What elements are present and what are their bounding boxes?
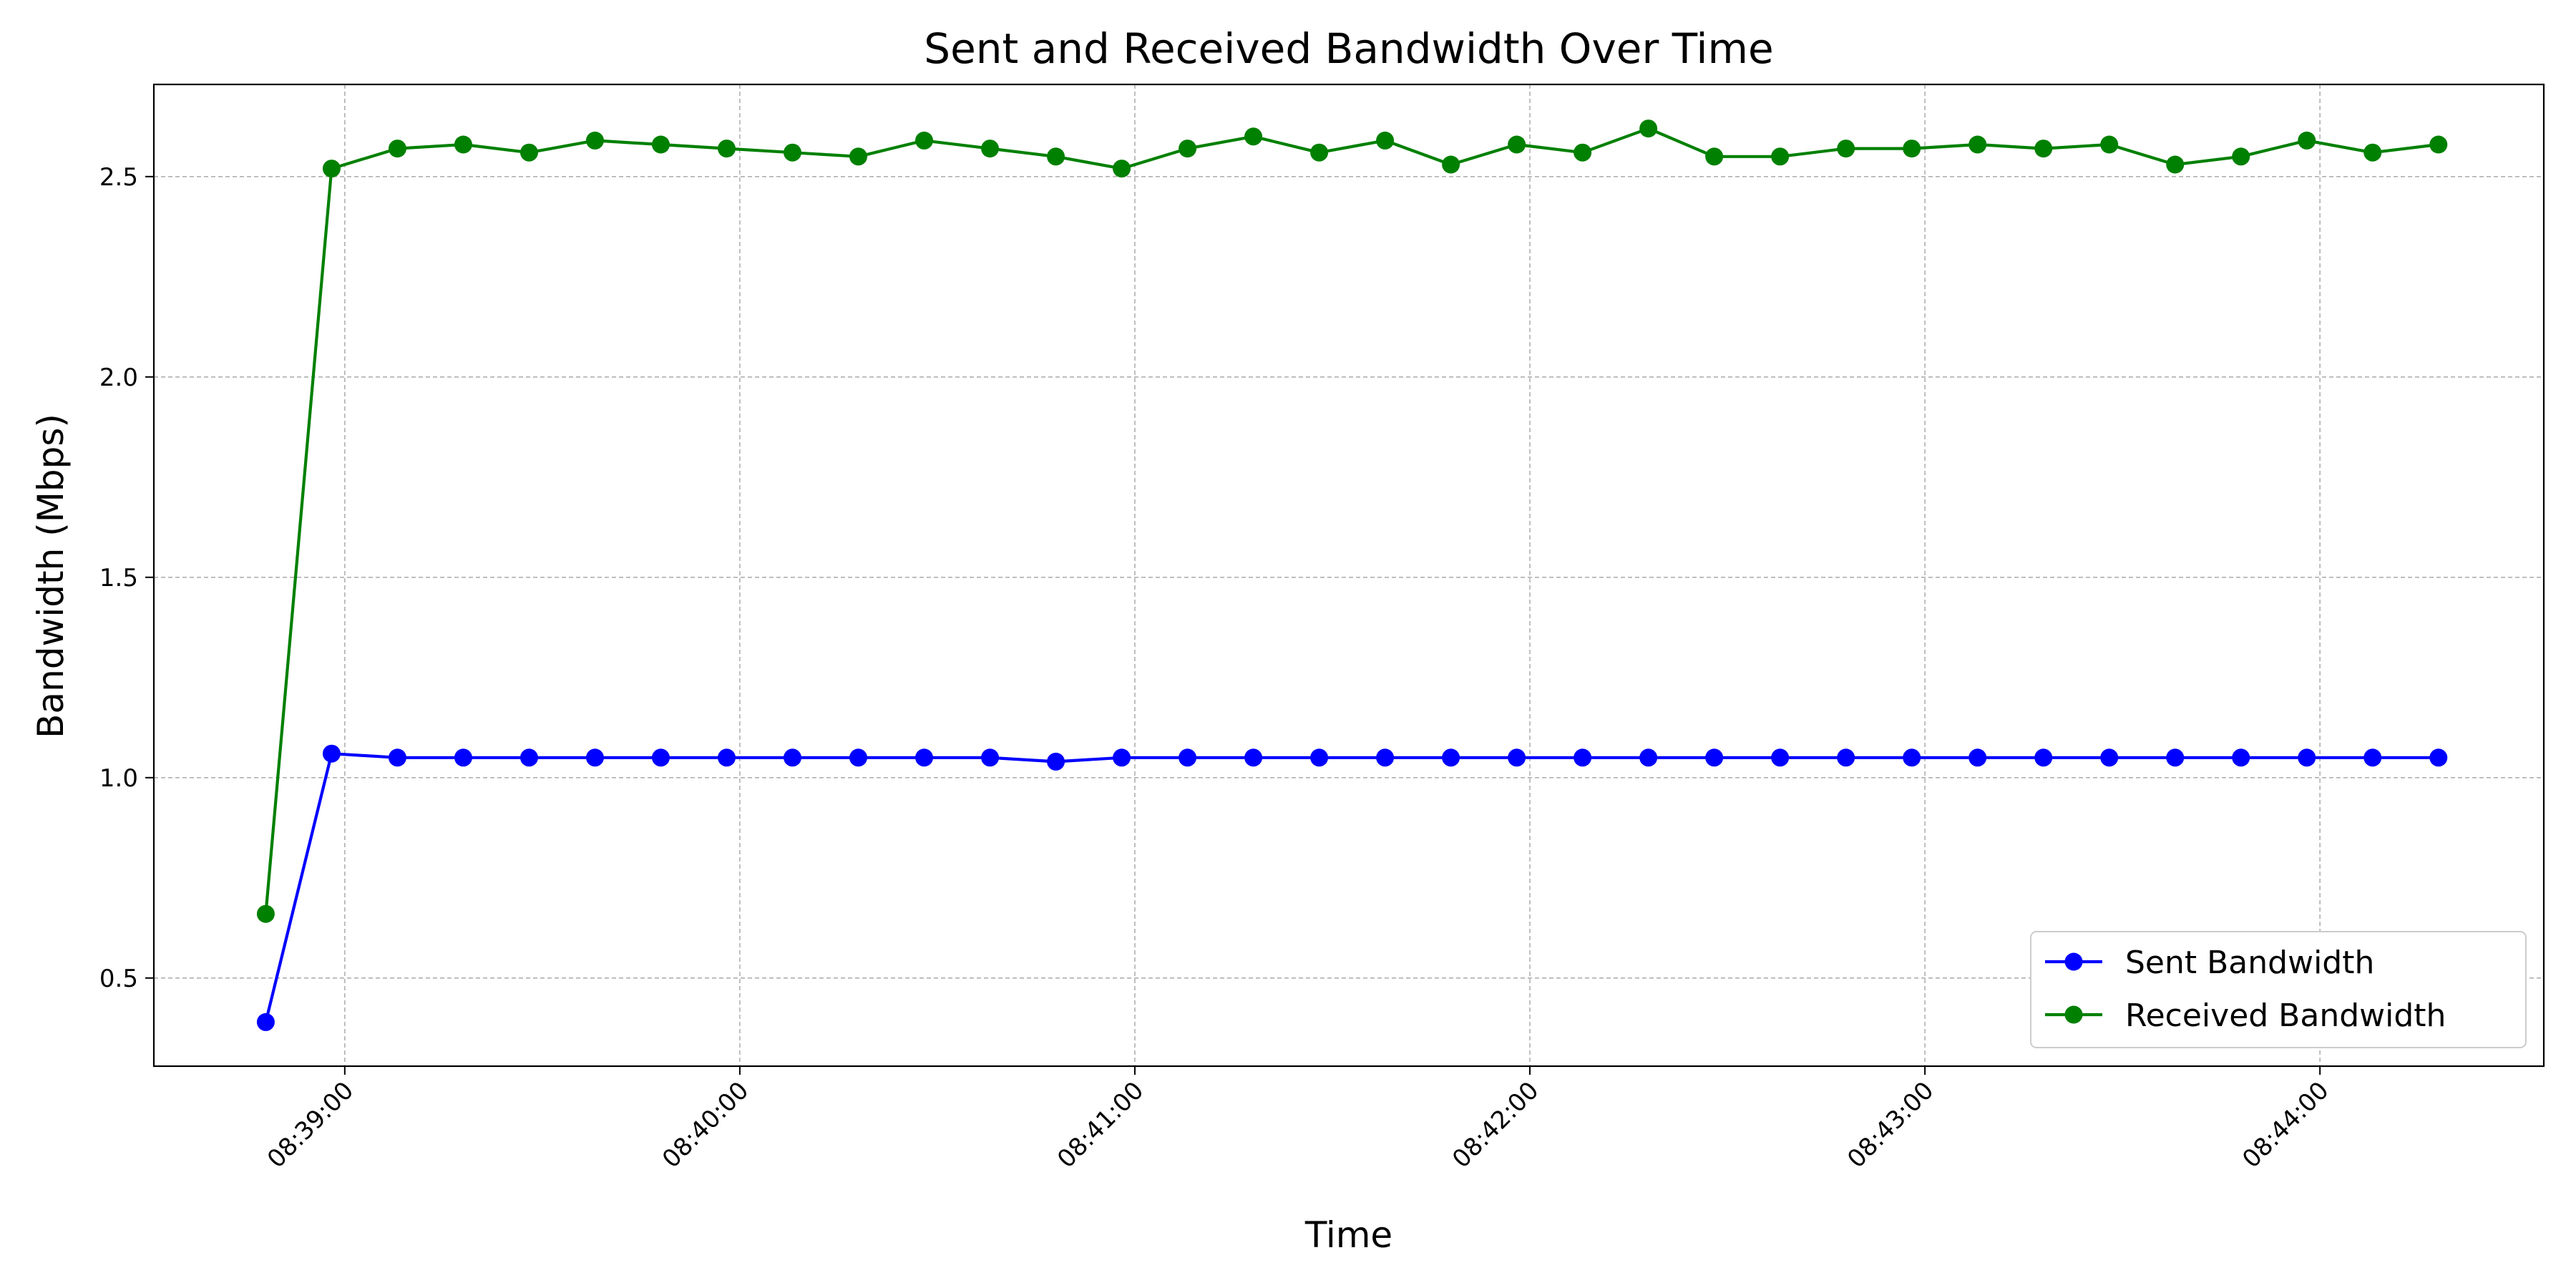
- y-tick-label: 1.5: [99, 564, 138, 592]
- sent-bandwidth-point: [1047, 752, 1065, 771]
- sent-bandwidth-point: [1310, 748, 1329, 767]
- sent-bandwidth-point: [717, 748, 736, 767]
- received-bandwidth-point: [1113, 160, 1131, 178]
- x-tick-label: 08:40:00: [657, 1076, 754, 1174]
- received-bandwidth-point: [2166, 155, 2185, 174]
- sent-bandwidth-point: [256, 1013, 275, 1031]
- sent-bandwidth-point: [1837, 748, 1855, 767]
- received-bandwidth-point: [1376, 131, 1395, 150]
- sent-bandwidth-legend-marker: [2064, 952, 2083, 971]
- received-bandwidth-point: [1903, 140, 1921, 158]
- received-bandwidth-point: [1179, 140, 1197, 158]
- received-bandwidth-point: [388, 140, 406, 158]
- received-bandwidth-point: [1771, 147, 1790, 166]
- y-tick-label: 2.5: [99, 163, 138, 192]
- x-tick-label: 08:44:00: [2237, 1076, 2334, 1174]
- y-axis-title: Bandwidth (Mbps): [30, 414, 72, 738]
- sent-bandwidth-point: [1705, 748, 1724, 767]
- received-bandwidth-point: [2034, 140, 2053, 158]
- sent-bandwidth-point: [1179, 748, 1197, 767]
- received-bandwidth-point: [1310, 143, 1329, 162]
- series-layer: [256, 119, 2448, 1031]
- sent-bandwidth-point: [388, 748, 406, 767]
- legend-box: [2030, 931, 2527, 1048]
- received-bandwidth-point: [2232, 147, 2250, 166]
- sent-bandwidth-point: [2100, 748, 2119, 767]
- received-bandwidth-point: [2363, 143, 2382, 162]
- received-bandwidth-series: [256, 119, 2448, 923]
- received-bandwidth-point: [1442, 155, 1460, 174]
- sent-bandwidth-point: [1442, 748, 1460, 767]
- sent-bandwidth-point: [519, 748, 538, 767]
- received-bandwidth-point: [256, 904, 275, 923]
- sent-bandwidth-point: [1903, 748, 1921, 767]
- sent-bandwidth-point: [915, 748, 934, 767]
- sent-bandwidth-line: [264, 752, 2439, 1023]
- legend-label: Sent Bandwidth: [2125, 945, 2374, 981]
- received-bandwidth-point: [1968, 135, 1987, 154]
- y-tick-label: 0.5: [99, 965, 138, 993]
- sent-bandwidth-point: [322, 744, 341, 763]
- sent-bandwidth-point: [2034, 748, 2053, 767]
- sent-bandwidth-point: [2166, 748, 2185, 767]
- received-bandwidth-point: [2100, 135, 2119, 154]
- received-bandwidth-point: [519, 143, 538, 162]
- received-bandwidth-point: [1574, 143, 1592, 162]
- sent-bandwidth-point: [2363, 748, 2382, 767]
- received-bandwidth-point: [1244, 127, 1263, 146]
- received-bandwidth-point: [915, 131, 934, 150]
- sent-bandwidth-point: [2298, 748, 2316, 767]
- x-axis-title: Time: [1304, 1214, 1392, 1256]
- sent-bandwidth-point: [1574, 748, 1592, 767]
- sent-bandwidth-point: [784, 748, 802, 767]
- sent-bandwidth-point: [585, 748, 604, 767]
- received-bandwidth-point: [585, 131, 604, 150]
- received-bandwidth-point: [454, 135, 472, 154]
- legend: Sent Bandwidth Received Bandwidth: [2030, 931, 2527, 1048]
- sent-bandwidth-point: [1771, 748, 1790, 767]
- received-bandwidth-legend-marker: [2064, 1005, 2083, 1024]
- sent-bandwidth-point: [981, 748, 1000, 767]
- received-bandwidth-point: [849, 147, 868, 166]
- received-bandwidth-point: [1705, 147, 1724, 166]
- x-tick-label: 08:39:00: [262, 1076, 359, 1174]
- sent-bandwidth-point: [2232, 748, 2250, 767]
- received-bandwidth-point: [1837, 140, 1855, 158]
- received-bandwidth-point: [2429, 135, 2448, 154]
- x-tick-label: 08:42:00: [1447, 1076, 1544, 1174]
- sent-bandwidth-point: [651, 748, 670, 767]
- received-bandwidth-point: [1508, 135, 1526, 154]
- sent-bandwidth-point: [1376, 748, 1395, 767]
- sent-bandwidth-point: [1639, 748, 1658, 767]
- sent-bandwidth-point: [1968, 748, 1987, 767]
- y-tick-label: 2.0: [99, 364, 138, 392]
- sent-bandwidth-point: [2429, 748, 2448, 767]
- received-bandwidth-point: [322, 160, 341, 178]
- sent-bandwidth-point: [849, 748, 868, 767]
- received-bandwidth-point: [1639, 119, 1658, 138]
- received-bandwidth-point: [651, 135, 670, 154]
- sent-bandwidth-point: [1244, 748, 1263, 767]
- grid-layer: [154, 84, 2544, 1066]
- x-axis: 08:39:00 08:40:00 08:41:00 08:42:00 08:43:00…: [262, 1066, 2335, 1174]
- received-bandwidth-point: [981, 140, 1000, 158]
- legend-label: Received Bandwidth: [2125, 997, 2446, 1034]
- x-tick-label: 08:43:00: [1842, 1076, 1939, 1174]
- x-tick-label: 08:41:00: [1052, 1076, 1149, 1174]
- sent-bandwidth-point: [1113, 748, 1131, 767]
- y-axis: 0.5 1.0 1.5 2.0 2.5: [99, 163, 154, 993]
- received-bandwidth-point: [784, 143, 802, 162]
- sent-bandwidth-point: [454, 748, 472, 767]
- sent-bandwidth-point: [1508, 748, 1526, 767]
- received-bandwidth-line: [264, 127, 2439, 914]
- plot-frame: [152, 83, 2545, 1068]
- chart-title: Sent and Received Bandwidth Over Time: [924, 24, 1773, 73]
- received-bandwidth-point: [2298, 131, 2316, 150]
- received-bandwidth-point: [717, 140, 736, 158]
- received-bandwidth-point: [1047, 147, 1065, 166]
- y-tick-label: 1.0: [99, 764, 138, 793]
- sent-bandwidth-series: [256, 744, 2448, 1031]
